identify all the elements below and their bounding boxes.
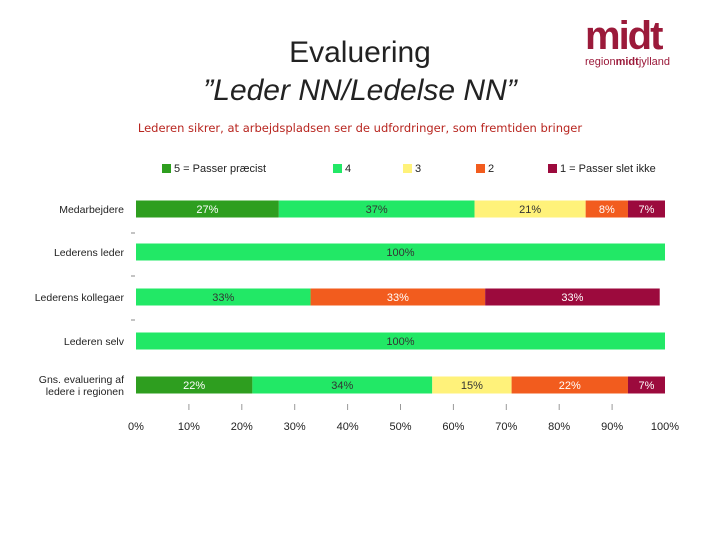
x-tick-label: 30% xyxy=(284,421,306,433)
bar-data-label: 15% xyxy=(461,380,483,392)
x-tick-label: 70% xyxy=(495,421,517,433)
title-line-1: Evaluering xyxy=(289,36,431,69)
legend-swatch xyxy=(548,164,557,173)
logo-sub-prefix: region xyxy=(585,56,616,68)
legend-label: 1 = Passer slet ikke xyxy=(560,163,656,175)
legend-label: 2 xyxy=(488,163,494,175)
title-line-2: ”Leder NN/Ledelse NN” xyxy=(203,74,517,107)
bar-data-label: 34% xyxy=(331,380,353,392)
bar-segment xyxy=(136,332,665,350)
bar-data-label: 100% xyxy=(386,247,414,259)
x-tick-label: 90% xyxy=(601,421,623,433)
bar-segment xyxy=(136,200,279,218)
legend-swatch xyxy=(162,164,171,173)
bar-data-label: 33% xyxy=(387,292,409,304)
category-label: Lederen selv xyxy=(64,336,125,348)
bar-data-label: 7% xyxy=(639,380,655,392)
legend-label: 3 xyxy=(415,163,421,175)
logo-sub-suffix: jylland xyxy=(638,56,670,68)
bar-data-label: 37% xyxy=(366,204,388,216)
logo-main-text: midt xyxy=(585,14,663,58)
category-label: Medarbejdere xyxy=(59,204,124,216)
legend-label: 5 = Passer præcist xyxy=(174,163,266,175)
category-label: Lederens leder xyxy=(54,247,125,259)
bar-segment xyxy=(627,200,665,218)
x-tick-label: 100% xyxy=(651,421,679,433)
bar-data-label: 33% xyxy=(212,292,234,304)
bar-segment xyxy=(136,288,311,306)
page-title: Evaluering ”Leder NN/Ledelse NN” xyxy=(120,34,600,110)
logo-sub-bold: midt xyxy=(615,56,639,68)
bar-segment xyxy=(432,376,512,394)
bar-segment xyxy=(627,376,665,394)
bar-segment xyxy=(485,288,660,306)
bar-segment xyxy=(585,200,628,218)
category-label: Lederens kollegaer xyxy=(35,292,125,304)
bar-data-label: 100% xyxy=(386,336,414,348)
legend-label: 4 xyxy=(345,163,351,175)
x-tick-label: 50% xyxy=(389,421,411,433)
x-tick-label: 60% xyxy=(442,421,464,433)
bar-data-label: 33% xyxy=(561,292,583,304)
legend-swatch xyxy=(476,164,485,173)
category-label: ledere i regionen xyxy=(46,386,124,398)
bar-data-label: 22% xyxy=(183,380,205,392)
x-tick-label: 80% xyxy=(548,421,570,433)
chart-title: Lederen sikrer, at arbejdspladsen ser de… xyxy=(137,121,583,135)
bar-data-label: 21% xyxy=(519,204,541,216)
bar-data-label: 7% xyxy=(639,204,655,216)
bar-segment xyxy=(136,243,665,261)
bar-data-label: 22% xyxy=(559,380,581,392)
bar-segment xyxy=(252,376,433,394)
x-tick-label: 10% xyxy=(178,421,200,433)
bar-segment xyxy=(278,200,475,218)
logo-sub-text: regionmidtjylland xyxy=(585,56,700,68)
bar-segment xyxy=(136,376,253,394)
x-tick-label: 20% xyxy=(231,421,253,433)
legend-swatch xyxy=(333,164,342,173)
bar-data-label: 8% xyxy=(599,204,615,216)
bar-segment xyxy=(474,200,586,218)
bar-segment xyxy=(511,376,628,394)
bar-data-label: 27% xyxy=(196,204,218,216)
category-label: Gns. evaluering af xyxy=(39,374,124,386)
bar-segment xyxy=(310,288,486,306)
x-tick-label: 40% xyxy=(337,421,359,433)
region-midtjylland-logo: midt regionmidtjylland xyxy=(585,16,700,68)
legend-swatch xyxy=(403,164,412,173)
x-tick-label: 0% xyxy=(128,421,144,433)
